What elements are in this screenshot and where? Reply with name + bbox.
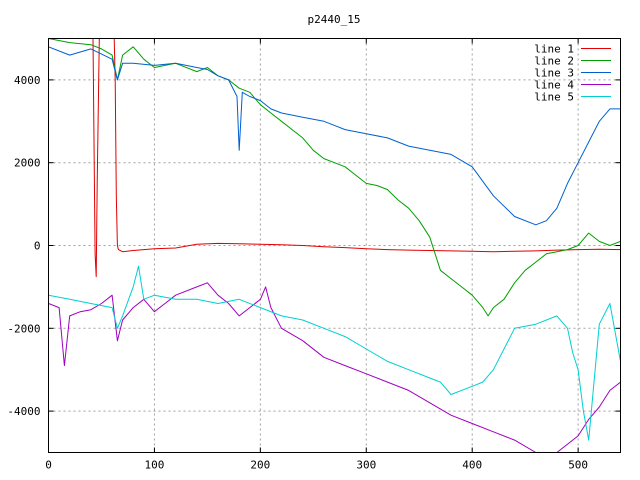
series-line-1 xyxy=(48,38,621,278)
series-line-4 xyxy=(48,282,621,453)
grid xyxy=(48,38,621,453)
series-line-2 xyxy=(48,38,621,317)
series-line-3 xyxy=(48,46,621,226)
legend-label-4: line 4 xyxy=(534,79,574,92)
chart-title: p2440_15 xyxy=(308,13,361,26)
legend-label-1: line 1 xyxy=(534,43,574,56)
legend-label-2: line 2 xyxy=(534,55,574,68)
x-tick-label: 500 xyxy=(568,459,588,472)
y-tick-label: -4000 xyxy=(7,405,40,418)
y-tick-label: -2000 xyxy=(7,322,40,335)
axis-ticks: 0 100 200 300 400 500 -4000 -2000 0 2000 4000 xyxy=(7,38,621,472)
y-tick-label: 4000 xyxy=(14,74,41,87)
legend-label-3: line 3 xyxy=(534,67,574,80)
y-tick-label: 0 xyxy=(34,240,41,253)
x-tick-label: 400 xyxy=(462,459,482,472)
y-tick-label: 2000 xyxy=(14,157,41,170)
x-tick-label: 0 xyxy=(45,459,52,472)
legend-label-5: line 5 xyxy=(534,91,574,104)
x-tick-label: 100 xyxy=(144,459,164,472)
series-lines xyxy=(48,38,621,453)
series-line-5 xyxy=(48,265,621,441)
x-tick-label: 300 xyxy=(356,459,376,472)
x-tick-label: 200 xyxy=(250,459,270,472)
